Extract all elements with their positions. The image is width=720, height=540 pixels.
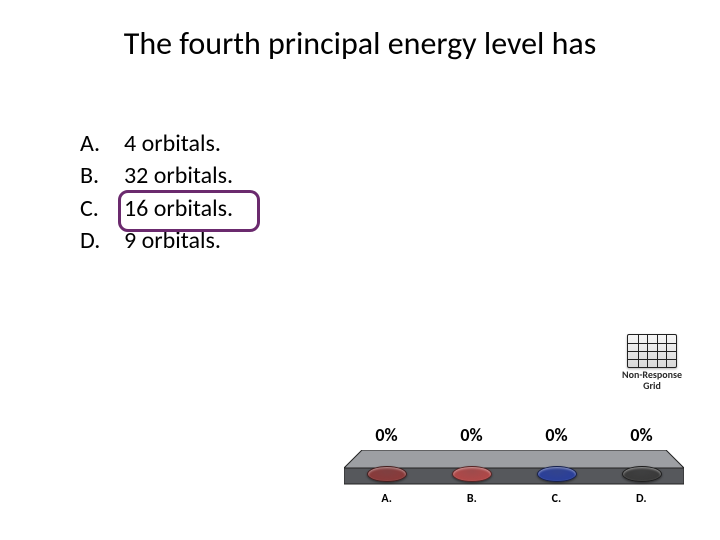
option-letter: D. (80, 225, 124, 257)
bar-label: B. (467, 492, 477, 506)
option-c: C. 16 orbitals. (80, 193, 233, 225)
bar-button-c (537, 466, 577, 482)
grid-icon (627, 334, 677, 368)
percent-value: 0% (545, 424, 567, 446)
option-b: B. 32 orbitals. (80, 160, 233, 192)
option-letter: C. (80, 193, 124, 225)
percent-row: 0% 0% 0% 0% (344, 424, 684, 446)
chart-platform (344, 450, 684, 486)
percent-value: 0% (375, 424, 397, 446)
option-text: 9 orbitals. (124, 225, 221, 257)
option-letter: B. (80, 160, 124, 192)
percent-value: 0% (630, 424, 652, 446)
answer-options: A. 4 orbitals. B. 32 orbitals. C. 16 orb… (80, 128, 233, 258)
widget-label: Non-Response Grid (606, 370, 698, 391)
option-letter: A. (80, 128, 124, 160)
option-text: 16 orbitals. (124, 193, 233, 225)
labels-row: A. B. C. D. (344, 492, 684, 506)
bar-button-d (622, 466, 662, 482)
option-d: D. 9 orbitals. (80, 225, 233, 257)
bar-button-a (367, 466, 407, 482)
question-title: The fourth principal energy level has (0, 24, 720, 63)
option-text: 4 orbitals. (124, 128, 221, 160)
option-text: 32 orbitals. (124, 160, 233, 192)
response-chart: 0% 0% 0% 0% A. B. C. D. (344, 424, 684, 506)
bar-label: C. (552, 492, 562, 506)
bar-button-b (452, 466, 492, 482)
bar-label: D. (636, 492, 647, 506)
percent-value: 0% (460, 424, 482, 446)
bar-label: A. (381, 492, 392, 506)
bar-buttons-row (344, 466, 684, 482)
widget-label-line2: Grid (643, 379, 661, 392)
option-a: A. 4 orbitals. (80, 128, 233, 160)
non-response-grid-button[interactable]: Non-Response Grid (606, 334, 698, 391)
slide: The fourth principal energy level has A.… (0, 0, 720, 540)
